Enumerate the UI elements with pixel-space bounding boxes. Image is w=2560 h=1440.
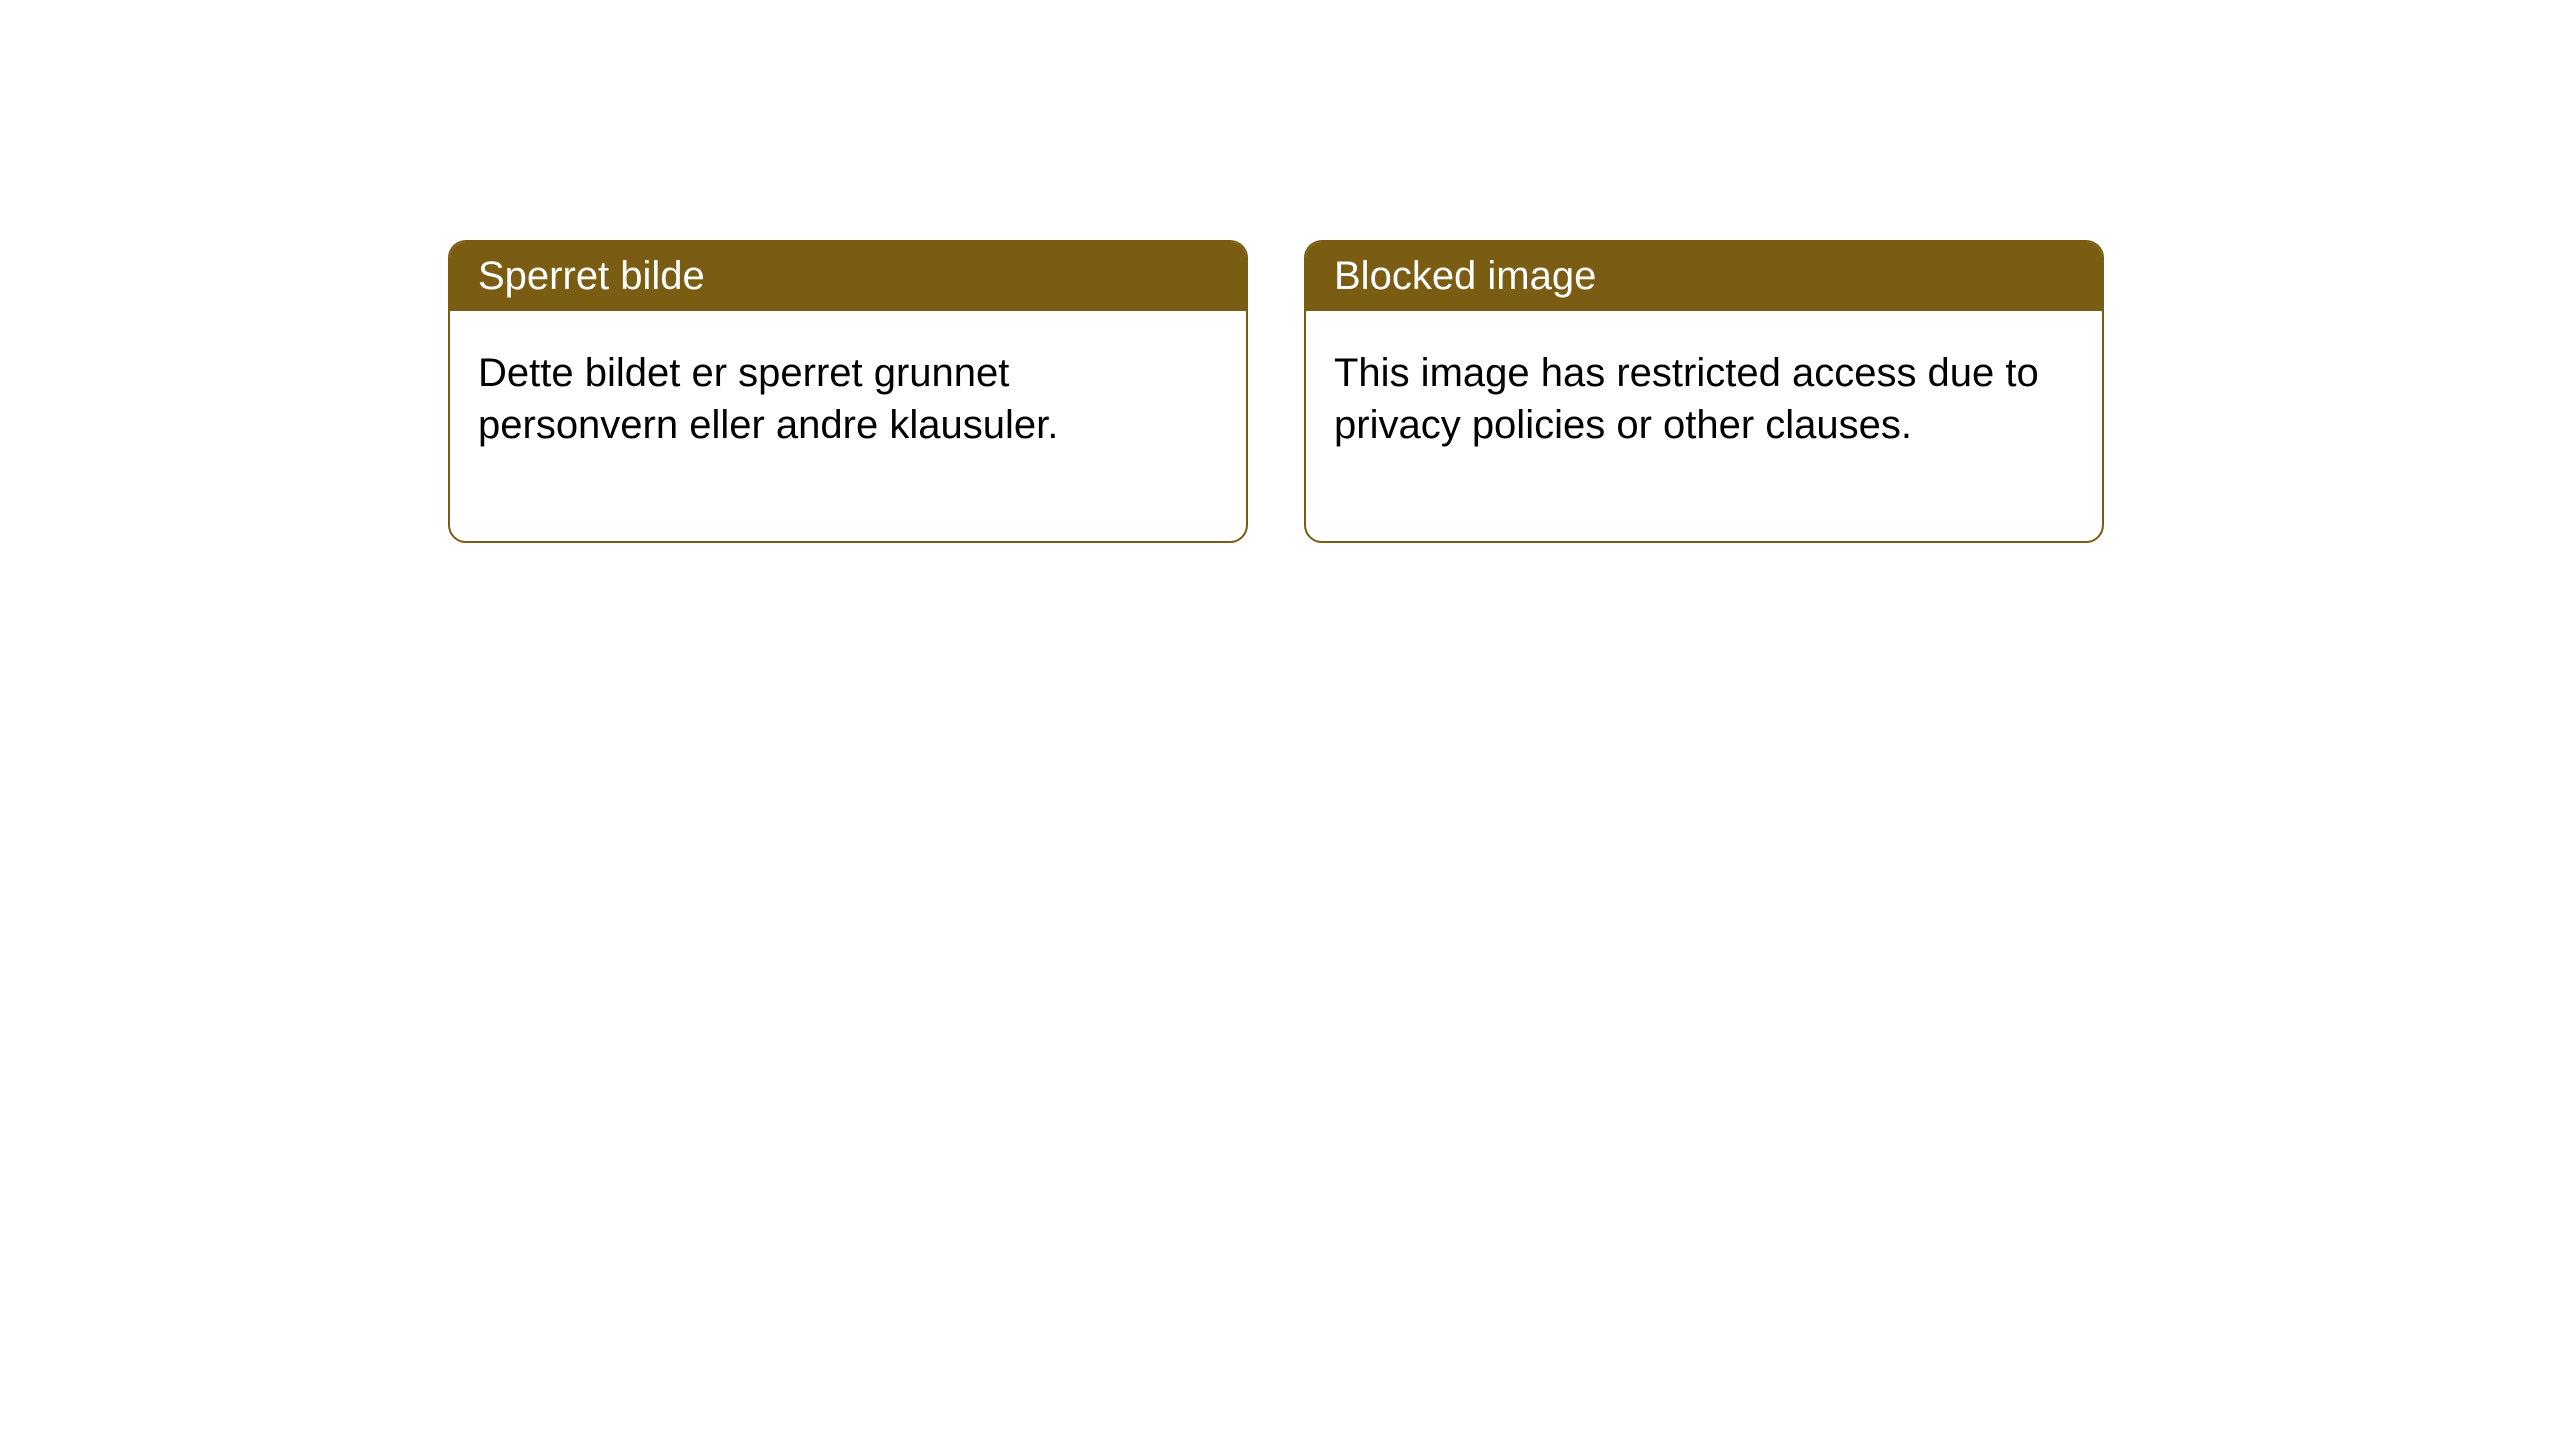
card-header: Sperret bilde xyxy=(450,242,1246,311)
card-body: This image has restricted access due to … xyxy=(1306,311,2102,541)
card-header: Blocked image xyxy=(1306,242,2102,311)
notice-card-norwegian: Sperret bilde Dette bildet er sperret gr… xyxy=(448,240,1248,543)
card-body-text: Dette bildet er sperret grunnet personve… xyxy=(478,351,1058,447)
card-title: Sperret bilde xyxy=(478,254,705,298)
notice-card-english: Blocked image This image has restricted … xyxy=(1304,240,2104,543)
card-title: Blocked image xyxy=(1334,254,1596,298)
card-body-text: This image has restricted access due to … xyxy=(1334,351,2039,447)
notice-container: Sperret bilde Dette bildet er sperret gr… xyxy=(0,0,2560,543)
card-body: Dette bildet er sperret grunnet personve… xyxy=(450,311,1246,541)
